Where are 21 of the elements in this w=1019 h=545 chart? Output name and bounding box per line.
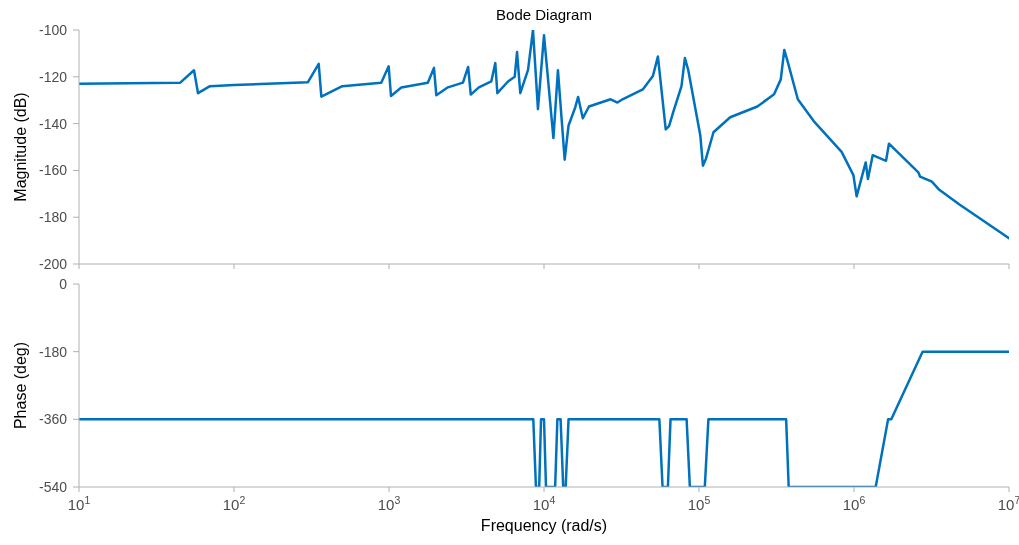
x-tick-label: 10$^{2}$ [222,494,246,513]
x-axis-title: Frequency (rad/s) [480,517,608,534]
y-tick-label: 0 [59,276,68,292]
y-tick-label: -100 [38,22,68,38]
y-tick-label: -200 [38,256,68,272]
x-tick-label: 10$^{1}$ [67,494,91,513]
y-tick-label: -360 [38,411,68,428]
y-tick-label: -140 [38,115,68,132]
y-tick-label: -180 [38,343,68,360]
y-axis-title: Phase (deg) [11,341,29,430]
x-tick-label: 10$^{6}$ [842,494,866,513]
y-tick-label: -160 [38,162,68,179]
y-tick-label: -120 [38,68,68,85]
y-axis-title: Magnitude (dB) [11,92,29,202]
chart-title: Bode Diagram [495,6,593,23]
y-tick-label: -540 [38,479,68,495]
x-tick-label: 10$^{3}$ [377,494,401,513]
y-tick-label: -180 [38,209,68,226]
x-tick-label: 10$^{7}$ [997,494,1019,513]
x-tick-label: 10$^{5}$ [687,494,711,513]
x-tick-label: 10$^{4}$ [532,494,556,513]
